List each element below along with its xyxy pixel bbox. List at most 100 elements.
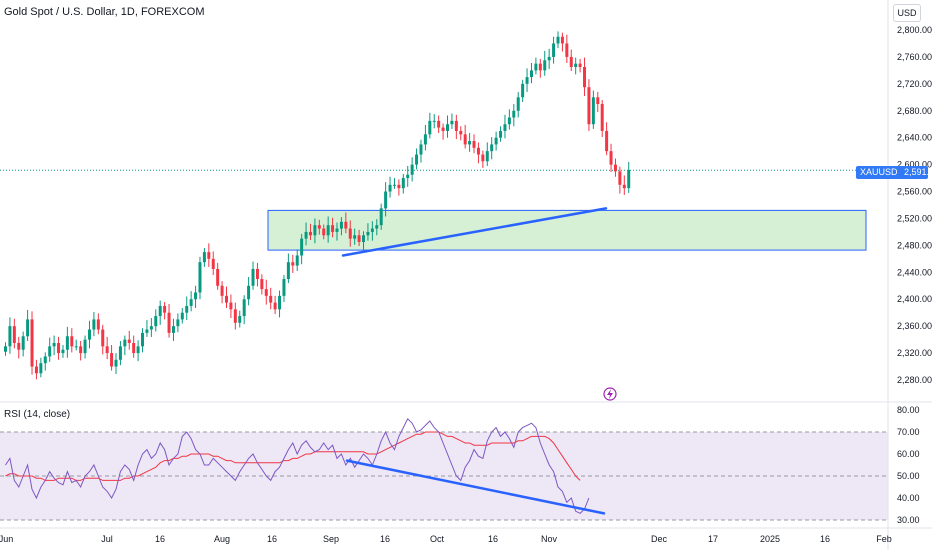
candle — [101, 329, 105, 347]
candle — [171, 326, 175, 333]
price-tick-label: 2,800.00 — [897, 25, 932, 35]
candle — [499, 130, 503, 138]
candle — [207, 252, 211, 259]
candle — [392, 184, 396, 186]
candle — [211, 258, 215, 269]
x-tick-label: 2025 — [760, 534, 780, 544]
candle — [57, 342, 61, 354]
price-tick-label: 2,480.00 — [897, 240, 932, 250]
candle — [618, 171, 622, 185]
candle — [286, 262, 290, 280]
candle — [419, 144, 423, 155]
candle — [154, 316, 158, 327]
price-tick-label: 2,520.00 — [897, 213, 932, 223]
candle — [569, 56, 573, 68]
candle — [331, 225, 335, 232]
price-tick-label: 2,560.00 — [897, 187, 932, 197]
candle — [30, 319, 34, 367]
candle — [225, 295, 228, 303]
candle — [507, 117, 511, 125]
chart-title: Gold Spot / U.S. Dollar, 1D, FOREXCOM — [4, 6, 205, 18]
candle — [313, 225, 317, 236]
candle — [432, 120, 436, 122]
candle — [446, 124, 449, 131]
x-tick-label: 16 — [267, 534, 277, 544]
rsi-tick-label: 30.00 — [897, 515, 920, 525]
price-tick-label: 2,640.00 — [897, 133, 932, 143]
candle — [574, 63, 578, 68]
candle — [521, 83, 525, 98]
rsi-layer — [0, 417, 888, 521]
candle — [375, 225, 379, 229]
candle — [65, 336, 69, 350]
currency-button[interactable]: USD — [893, 4, 921, 22]
candle — [180, 312, 184, 320]
price-tick-label: 2,400.00 — [897, 294, 932, 304]
candle — [132, 342, 136, 354]
candle — [264, 289, 268, 296]
x-tick-label: Oct — [430, 534, 445, 544]
candle — [379, 208, 383, 226]
candle — [560, 36, 564, 44]
candle — [556, 36, 560, 44]
candle — [278, 295, 282, 310]
candle — [459, 130, 463, 135]
rsi-tick-label: 70.00 — [897, 427, 920, 437]
price-tick-label: 2,440.00 — [897, 267, 932, 277]
rsi-indicator-label[interactable]: RSI (14, close) — [4, 409, 71, 420]
candle — [260, 279, 264, 290]
candle — [552, 43, 556, 57]
candle — [105, 346, 109, 354]
candle — [441, 127, 445, 131]
candle — [622, 184, 626, 189]
x-tick-label: 16 — [380, 534, 390, 544]
candle — [596, 97, 600, 105]
candle — [43, 356, 47, 364]
candle — [238, 316, 242, 323]
candle — [92, 319, 96, 330]
candle — [565, 43, 569, 57]
candle — [247, 285, 251, 300]
candle — [273, 302, 277, 310]
candle — [308, 231, 312, 236]
candle — [525, 77, 529, 84]
candle — [233, 309, 237, 323]
candle — [605, 130, 609, 152]
candle — [583, 67, 587, 88]
candle — [114, 359, 118, 367]
rsi-trendline[interactable] — [345, 459, 606, 515]
candle — [490, 144, 494, 152]
candle — [141, 332, 145, 347]
candle — [627, 170, 631, 189]
lightning-icon[interactable] — [603, 387, 617, 401]
price-trendline[interactable] — [341, 207, 608, 257]
candle — [176, 319, 180, 327]
candle — [194, 292, 198, 300]
candle — [216, 268, 220, 286]
candle — [450, 120, 454, 125]
candle — [12, 326, 16, 343]
candle — [149, 326, 153, 330]
candle — [512, 110, 516, 118]
candle — [472, 141, 476, 148]
rsi-line — [5, 417, 590, 515]
candle — [229, 302, 233, 310]
candle — [21, 336, 25, 350]
candle — [295, 255, 299, 266]
candle — [118, 346, 122, 360]
x-tick-label: Nov — [541, 534, 558, 544]
candle — [145, 329, 149, 333]
candle — [110, 353, 114, 367]
rsi-tick-label: 80.00 — [897, 405, 920, 415]
candle — [428, 120, 432, 135]
candle — [304, 231, 308, 239]
candle — [463, 134, 467, 145]
candle — [357, 235, 361, 243]
candle — [17, 342, 21, 350]
candle — [189, 299, 193, 306]
candle — [348, 228, 352, 239]
candle — [136, 346, 140, 354]
candles-layer — [4, 31, 631, 380]
